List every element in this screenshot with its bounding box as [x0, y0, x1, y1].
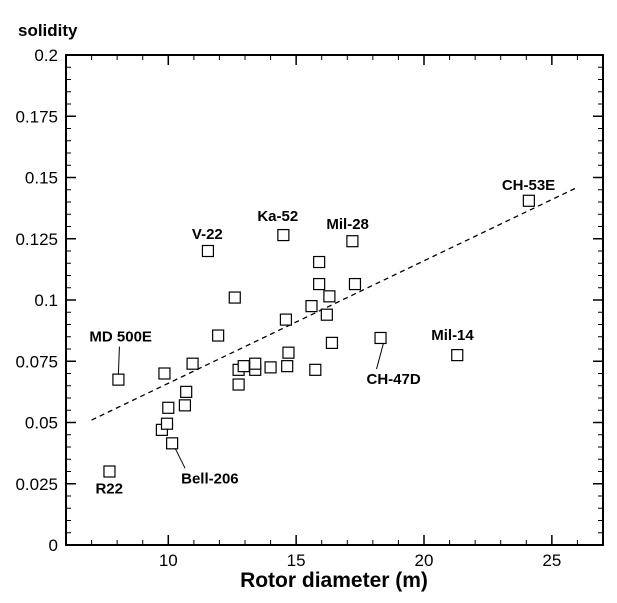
data-point [451, 349, 464, 362]
data-point [103, 465, 116, 478]
data-point [112, 373, 125, 386]
data-point [180, 385, 193, 398]
x-tick-label: 15 [287, 551, 306, 570]
y-tick-label: 0.025 [15, 475, 58, 494]
data-point [313, 255, 326, 269]
x-tick-label: 20 [415, 551, 434, 570]
data-point [160, 417, 174, 430]
data-point [282, 346, 295, 359]
data-point [237, 360, 250, 373]
annotations-layer: R22 MD 500E Bell-206 V-22 Ka-52 Mil-28 CH-47D M… [89, 177, 555, 498]
annotation-label: Bell-206 [181, 470, 239, 487]
annotation-leader [376, 342, 385, 370]
annotation-leader [117, 346, 120, 374]
axes: 10 15 20 25 0 0.025 0.05 0.075 0.1 0.125 0.15 0.175… [15, 46, 604, 570]
data-point [228, 291, 241, 304]
data-point [323, 290, 336, 303]
data-point [279, 313, 293, 326]
data-point [178, 399, 192, 412]
data-point [313, 277, 326, 291]
data-point [348, 277, 362, 291]
data-point [277, 228, 290, 242]
data-point [186, 357, 199, 370]
y-axis-title: solidity [18, 21, 78, 40]
annotation-label: Ka-52 [257, 208, 298, 225]
x-tick-label: 25 [542, 551, 561, 570]
data-point [158, 367, 171, 380]
points-layer [103, 194, 535, 478]
data-point [162, 401, 175, 414]
data-point [212, 329, 225, 342]
y-tick-label: 0 [49, 536, 58, 555]
x-axis-title: Rotor diameter (m) [240, 569, 428, 592]
data-point [309, 363, 322, 376]
y-tick-label: 0.125 [15, 230, 58, 249]
data-point [320, 308, 333, 321]
annotation-label: CH-47D [367, 371, 421, 388]
y-tick-label: 0.05 [25, 414, 58, 433]
annotation-label: MD 500E [89, 329, 152, 346]
data-point [305, 300, 318, 313]
annotation-label: V-22 [192, 226, 223, 243]
data-point [201, 244, 215, 258]
y-tick-label: 0.075 [15, 352, 58, 371]
data-point [522, 194, 535, 207]
data-point [249, 357, 262, 370]
data-point [166, 437, 179, 450]
annotation-label: R22 [95, 481, 123, 498]
data-point [232, 378, 245, 391]
annotation-leader [174, 448, 186, 469]
data-point [264, 361, 277, 374]
annotation-label: Mil-28 [326, 216, 369, 233]
annotation-label: Mil-14 [431, 327, 474, 344]
y-tick-label: 0.175 [15, 107, 58, 126]
y-tick-label: 0.15 [25, 169, 58, 188]
y-tick-label: 0.1 [34, 291, 58, 310]
data-point [281, 360, 294, 373]
data-point [374, 331, 387, 345]
data-point [346, 235, 359, 248]
y-tick-label: 0.2 [34, 46, 58, 65]
x-tick-label: 10 [159, 551, 178, 570]
data-point [325, 336, 339, 349]
annotation-label: CH-53E [502, 177, 555, 194]
